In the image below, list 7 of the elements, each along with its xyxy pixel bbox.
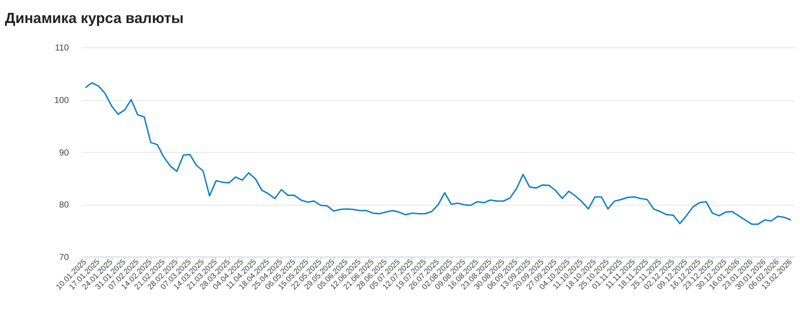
y-tick-label: 80 <box>59 200 70 210</box>
line-series <box>84 82 792 225</box>
y-tick-label: 100 <box>54 95 70 106</box>
y-tick-label: 110 <box>54 42 70 53</box>
y-tick-label: 70 <box>59 252 70 262</box>
chart-title: Динамика курса валюты <box>4 10 184 27</box>
y-tick-label: 90 <box>59 147 70 158</box>
